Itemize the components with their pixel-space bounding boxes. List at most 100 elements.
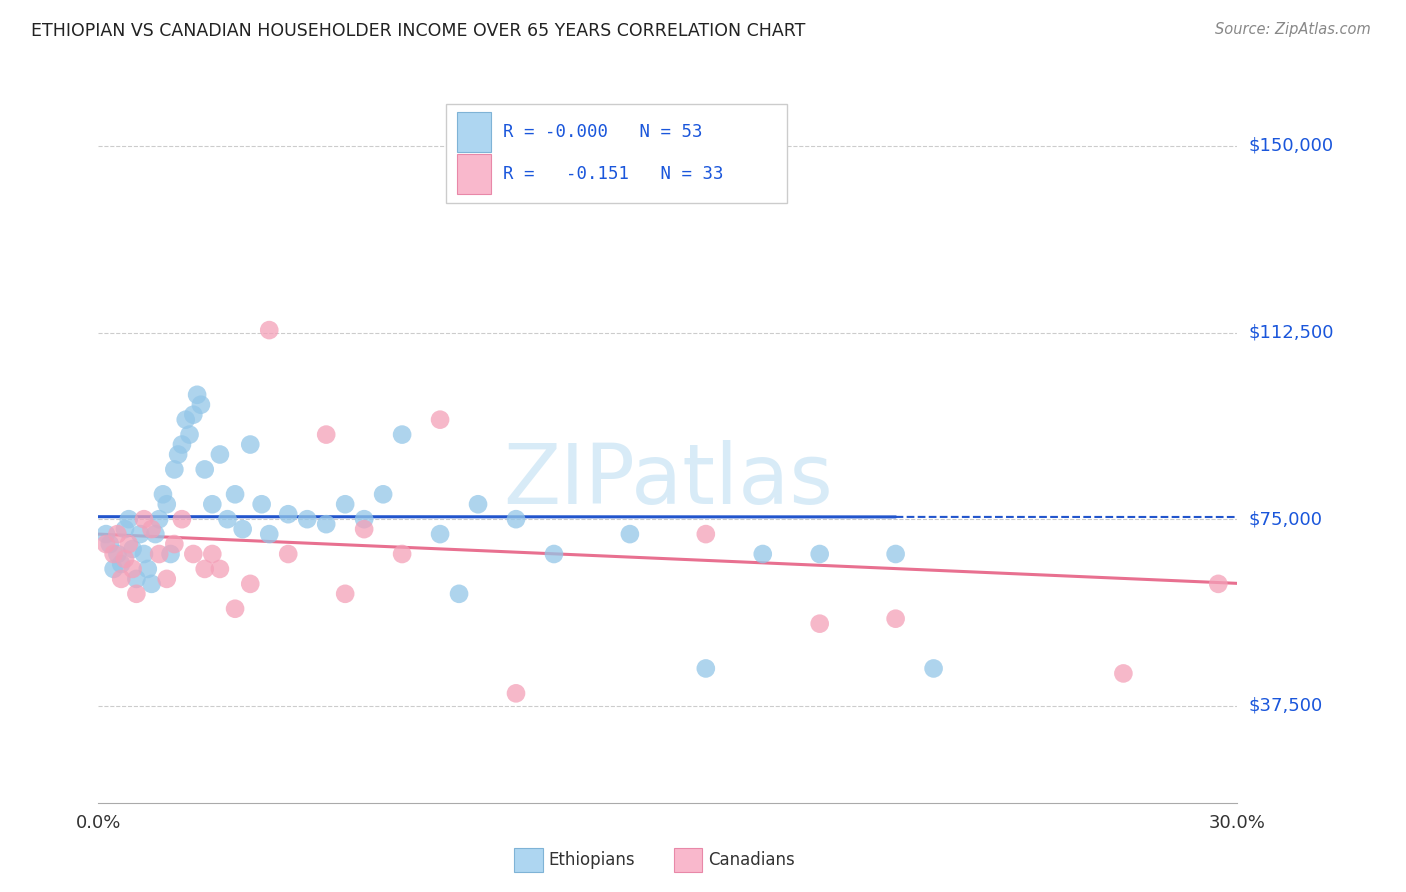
- Point: [98, 537, 121, 551]
- Point: [136, 562, 159, 576]
- FancyBboxPatch shape: [457, 153, 491, 194]
- Point: [129, 527, 152, 541]
- Text: $150,000: $150,000: [1249, 137, 1333, 155]
- Point: [148, 512, 170, 526]
- Point: [132, 547, 155, 561]
- Point: [208, 562, 231, 576]
- Point: [94, 537, 117, 551]
- Point: [224, 487, 246, 501]
- Point: [179, 427, 201, 442]
- Point: [163, 537, 186, 551]
- Point: [208, 448, 231, 462]
- Text: ZIPatlas: ZIPatlas: [503, 441, 832, 522]
- Point: [353, 512, 375, 526]
- Point: [103, 562, 125, 576]
- Point: [884, 612, 907, 626]
- Text: $75,000: $75,000: [1249, 510, 1323, 528]
- Point: [114, 522, 136, 536]
- Point: [239, 437, 262, 451]
- Point: [167, 448, 190, 462]
- Point: [107, 547, 129, 561]
- Point: [371, 487, 394, 501]
- Point: [148, 547, 170, 561]
- Point: [1112, 666, 1135, 681]
- Point: [194, 562, 217, 576]
- Point: [118, 537, 141, 551]
- Point: [619, 527, 641, 541]
- Text: R = -0.000   N = 53: R = -0.000 N = 53: [503, 123, 702, 141]
- Point: [132, 512, 155, 526]
- Point: [183, 408, 205, 422]
- Point: [110, 557, 132, 571]
- FancyBboxPatch shape: [446, 104, 787, 203]
- Point: [156, 497, 179, 511]
- Point: [118, 512, 141, 526]
- Point: [315, 517, 337, 532]
- Point: [163, 462, 186, 476]
- Text: Source: ZipAtlas.com: Source: ZipAtlas.com: [1215, 22, 1371, 37]
- Point: [170, 437, 193, 451]
- Point: [391, 547, 413, 561]
- Point: [808, 616, 831, 631]
- Point: [335, 587, 357, 601]
- Point: [335, 497, 357, 511]
- Point: [543, 547, 565, 561]
- Point: [152, 487, 174, 501]
- Point: [145, 527, 167, 541]
- Point: [429, 527, 451, 541]
- Point: [922, 661, 945, 675]
- Text: Canadians: Canadians: [707, 851, 794, 869]
- Point: [884, 547, 907, 561]
- Point: [232, 522, 254, 536]
- Text: $112,500: $112,500: [1249, 324, 1334, 342]
- Point: [353, 522, 375, 536]
- Point: [315, 427, 337, 442]
- Point: [114, 552, 136, 566]
- Point: [259, 527, 281, 541]
- Point: [125, 572, 148, 586]
- Point: [190, 398, 212, 412]
- Point: [186, 388, 208, 402]
- FancyBboxPatch shape: [673, 848, 702, 871]
- Point: [183, 547, 205, 561]
- Point: [141, 522, 163, 536]
- Point: [391, 427, 413, 442]
- Point: [695, 527, 717, 541]
- Point: [505, 686, 527, 700]
- Point: [467, 497, 489, 511]
- Point: [110, 572, 132, 586]
- Point: [159, 547, 181, 561]
- Point: [194, 462, 217, 476]
- Point: [201, 497, 224, 511]
- Point: [201, 547, 224, 561]
- FancyBboxPatch shape: [457, 112, 491, 153]
- Point: [505, 512, 527, 526]
- Point: [94, 527, 117, 541]
- Text: Ethiopians: Ethiopians: [548, 851, 636, 869]
- Point: [297, 512, 319, 526]
- Point: [808, 547, 831, 561]
- Text: R =   -0.151   N = 33: R = -0.151 N = 33: [503, 165, 723, 183]
- Point: [141, 577, 163, 591]
- Text: $37,500: $37,500: [1249, 697, 1323, 714]
- Point: [259, 323, 281, 337]
- Point: [429, 412, 451, 426]
- Point: [217, 512, 239, 526]
- Point: [174, 412, 197, 426]
- Point: [1208, 577, 1230, 591]
- Point: [277, 547, 299, 561]
- Point: [239, 577, 262, 591]
- Point: [224, 601, 246, 615]
- Point: [121, 562, 143, 576]
- Point: [695, 661, 717, 675]
- Point: [250, 497, 273, 511]
- Point: [103, 547, 125, 561]
- Point: [277, 507, 299, 521]
- Text: ETHIOPIAN VS CANADIAN HOUSEHOLDER INCOME OVER 65 YEARS CORRELATION CHART: ETHIOPIAN VS CANADIAN HOUSEHOLDER INCOME…: [31, 22, 806, 40]
- Point: [156, 572, 179, 586]
- FancyBboxPatch shape: [515, 848, 543, 871]
- Point: [449, 587, 471, 601]
- Point: [170, 512, 193, 526]
- Point: [125, 587, 148, 601]
- Point: [121, 542, 143, 557]
